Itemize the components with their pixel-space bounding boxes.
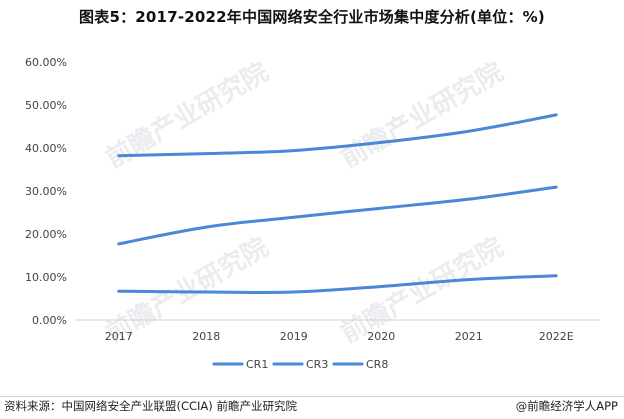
y-tick-label: 10.00% bbox=[25, 271, 67, 284]
y-tick-label: 0.00% bbox=[32, 314, 67, 327]
y-tick-label: 60.00% bbox=[25, 56, 67, 69]
legend-label: CR1 bbox=[246, 358, 268, 371]
chart-legend: CR1 CR3 CR8 bbox=[212, 358, 388, 371]
footer: 资料来源：中国网络安全产业联盟(CCIA) 前瞻产业研究院 @前瞻经济学人APP bbox=[4, 398, 618, 416]
legend-label: CR8 bbox=[366, 358, 388, 371]
series-line-cr1 bbox=[117, 274, 558, 295]
publisher-credit: @前瞻经济学人APP bbox=[515, 399, 618, 413]
y-tick-label: 40.00% bbox=[25, 142, 67, 155]
x-tick-label: 2017 bbox=[105, 330, 133, 343]
y-tick-label: 30.00% bbox=[25, 185, 67, 198]
series-line-cr3 bbox=[117, 185, 558, 246]
footer-divider bbox=[0, 396, 624, 397]
x-tick-label: 2020 bbox=[367, 330, 395, 343]
y-tick-label: 20.00% bbox=[25, 228, 67, 241]
x-tick-label: 2022E bbox=[539, 330, 574, 343]
x-tick-label: 2019 bbox=[280, 330, 308, 343]
source-note: 资料来源：中国网络安全产业联盟(CCIA) 前瞻产业研究院 bbox=[4, 399, 297, 413]
x-tick-label: 2018 bbox=[192, 330, 220, 343]
x-tick-label: 2021 bbox=[455, 330, 483, 343]
legend-label: CR3 bbox=[306, 358, 328, 371]
chart-axes: 0.00% 10.00% 20.00% 30.00% 40.00% 50.00% 60.00… bbox=[25, 56, 600, 343]
chart-title: 图表5：2017-2022年中国网络安全行业市场集中度分析(单位：%) bbox=[79, 8, 545, 26]
chart-series bbox=[117, 113, 558, 295]
y-tick-label: 50.00% bbox=[25, 99, 67, 112]
series-line-cr8 bbox=[117, 113, 558, 158]
